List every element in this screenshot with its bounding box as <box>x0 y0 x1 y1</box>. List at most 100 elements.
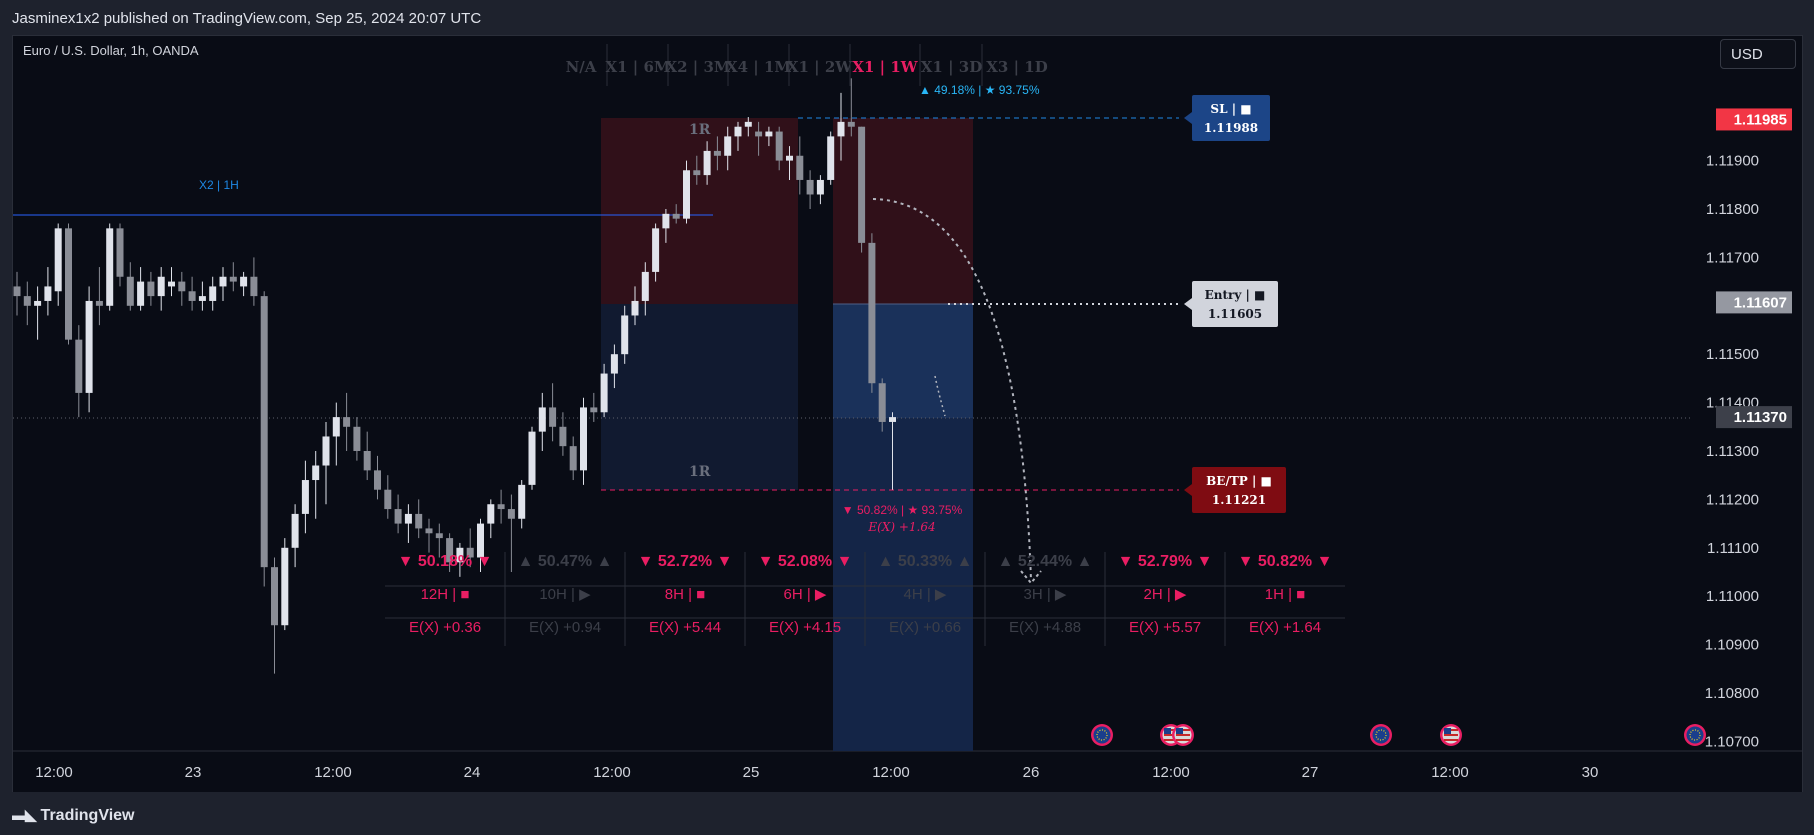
candle[interactable] <box>538 392 546 451</box>
candle[interactable] <box>394 494 402 534</box>
candle[interactable] <box>652 223 660 282</box>
event-markers[interactable] <box>1091 724 1706 746</box>
candle[interactable] <box>312 450 320 519</box>
time-axis[interactable]: 12:00 23 12:00 24 12:00 25 12:00 26 12:00 27 12:00… <box>35 764 1598 781</box>
timeframe-item[interactable]: N/A <box>566 58 597 76</box>
candle[interactable] <box>621 305 629 364</box>
candle[interactable] <box>466 528 474 568</box>
candle[interactable] <box>178 271 186 306</box>
candle[interactable] <box>353 417 361 461</box>
risk-zone-left[interactable] <box>601 118 798 304</box>
reward-zone-left[interactable] <box>601 304 798 490</box>
candle[interactable] <box>487 499 495 539</box>
sl-tag[interactable]: SL | ■ 1.11988 <box>1184 95 1270 141</box>
candle[interactable] <box>260 291 268 587</box>
candle[interactable] <box>858 126 866 253</box>
price-axis[interactable]: 1.119001.118001.117001.115001.114001.113… <box>1705 108 1792 750</box>
risk-zone-right[interactable] <box>833 118 973 304</box>
candle[interactable] <box>765 126 773 147</box>
candle[interactable] <box>65 223 72 345</box>
candle[interactable] <box>147 271 155 306</box>
timeframe-item[interactable]: X1 | 1W <box>852 58 918 76</box>
candle[interactable] <box>569 436 577 481</box>
candle[interactable] <box>343 392 351 451</box>
candle[interactable] <box>477 518 484 572</box>
candle[interactable] <box>878 378 886 432</box>
candle[interactable] <box>404 504 412 543</box>
eu-flag-icon[interactable] <box>1370 724 1392 746</box>
timeframe-item[interactable]: X3 | 1D <box>986 58 1047 76</box>
candle[interactable] <box>837 92 845 161</box>
candle[interactable] <box>13 271 21 316</box>
candle[interactable] <box>590 392 598 422</box>
candle[interactable] <box>332 402 340 466</box>
symbol-title[interactable]: Euro / U.S. Dollar, 1h, OANDA <box>23 43 199 58</box>
candle[interactable] <box>281 538 289 631</box>
tradingview-logo[interactable]: ▬◣ TradingView <box>12 806 135 825</box>
candle[interactable] <box>868 233 876 393</box>
candle[interactable] <box>456 542 464 577</box>
eu-flag-icon[interactable] <box>1091 724 1113 746</box>
candle[interactable] <box>518 480 526 529</box>
candle[interactable] <box>415 499 423 539</box>
price-tag[interactable]: 1.11985 <box>1716 108 1792 131</box>
candle[interactable] <box>662 208 670 243</box>
candle[interactable] <box>631 286 639 326</box>
candle[interactable] <box>168 267 175 297</box>
candle[interactable] <box>75 325 83 418</box>
candle[interactable] <box>816 175 824 205</box>
candle[interactable] <box>322 421 330 505</box>
candle[interactable] <box>363 431 371 481</box>
price-tag[interactable]: 1.11370 <box>1716 406 1792 429</box>
chart-panel[interactable]: Euro / U.S. Dollar, 1h, OANDA 1R 1R X2 |… <box>12 35 1803 793</box>
timeframe-item[interactable]: X1 | 3D <box>921 58 982 76</box>
candle[interactable] <box>528 426 536 490</box>
candle[interactable] <box>580 397 587 485</box>
candle[interactable] <box>157 267 165 311</box>
candle[interactable] <box>435 523 443 558</box>
currency-button[interactable]: USD <box>1720 39 1796 69</box>
candle[interactable] <box>126 262 134 311</box>
candle[interactable] <box>425 518 433 553</box>
candle[interactable] <box>23 281 31 326</box>
candle[interactable] <box>847 78 855 137</box>
candle[interactable] <box>786 146 793 180</box>
us-flag-icon[interactable] <box>1440 724 1462 746</box>
candle[interactable] <box>549 383 557 442</box>
candle[interactable] <box>54 223 62 306</box>
timeframe-item[interactable]: X4 | 1M <box>726 58 791 76</box>
candle[interactable] <box>374 455 381 500</box>
candle[interactable] <box>240 271 248 297</box>
candle[interactable] <box>250 257 258 306</box>
candle[interactable] <box>693 155 701 185</box>
reward-zone-right-lower[interactable] <box>833 418 973 751</box>
candle[interactable] <box>610 344 618 389</box>
candle[interactable] <box>775 126 783 171</box>
candle[interactable] <box>301 460 309 534</box>
candle[interactable] <box>497 489 505 524</box>
candle[interactable] <box>713 136 721 171</box>
us-flag-icon[interactable] <box>1172 724 1194 746</box>
candle[interactable] <box>796 136 804 195</box>
candle[interactable] <box>703 141 711 185</box>
candle[interactable] <box>384 475 392 519</box>
candle[interactable] <box>806 170 814 209</box>
candle[interactable] <box>95 267 103 326</box>
candle[interactable] <box>600 363 608 418</box>
candle[interactable] <box>507 494 515 572</box>
candle[interactable] <box>755 121 763 156</box>
candle[interactable] <box>827 131 835 185</box>
candle[interactable] <box>683 160 690 224</box>
eu-flag-icon[interactable] <box>1684 724 1706 746</box>
candle[interactable] <box>209 276 217 311</box>
candle[interactable] <box>724 126 732 171</box>
timeframe-item[interactable]: X2 | 3M <box>665 58 730 76</box>
timeframe-item[interactable]: X1 | 2W <box>787 58 853 76</box>
candle[interactable] <box>198 281 206 311</box>
candle[interactable] <box>219 267 227 301</box>
candle[interactable] <box>137 267 145 311</box>
candle[interactable] <box>44 267 52 316</box>
price-tag[interactable]: 1.11607 <box>1716 291 1792 314</box>
timeframe-item[interactable]: X1 | 6M <box>605 58 670 76</box>
